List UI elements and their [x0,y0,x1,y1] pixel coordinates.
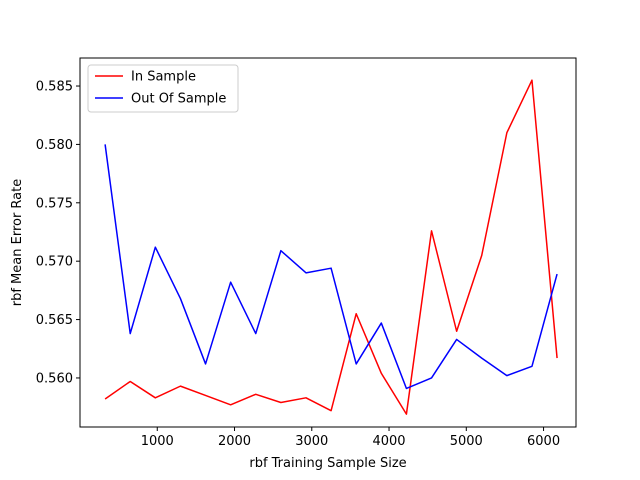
x-tick-label: 4000 [372,434,405,449]
series-line-out-of-sample [104,144,558,390]
series-layer [104,79,558,415]
x-tick-label: 6000 [527,434,560,449]
y-tick-label: 0.575 [36,196,73,211]
legend-label: In Sample [131,70,196,85]
y-tick-label: 0.570 [36,255,73,270]
y-axis-label: rbf Mean Error Rate [10,179,25,307]
legend-label: Out Of Sample [131,92,226,107]
y-tick-label: 0.560 [36,371,73,386]
legend-box [87,64,239,113]
x-tick-label: 5000 [450,434,483,449]
y-tick-label: 0.565 [36,313,73,328]
series-line-in-sample [104,79,558,415]
x-tick-label: 2000 [218,434,251,449]
plot-frame [79,57,577,428]
x-tick-label: 3000 [295,434,328,449]
ticks-layer: 1000 2000 3000 4000 5000 6000 0.560 0.565 0.570 0… [36,80,560,449]
y-tick-label: 0.585 [36,80,73,95]
x-axis-label: rbf Training Sample Size [249,456,406,471]
x-tick-label: 1000 [141,434,174,449]
y-tick-label: 0.580 [36,138,73,153]
legend: In Sample Out Of Sample [87,64,239,113]
